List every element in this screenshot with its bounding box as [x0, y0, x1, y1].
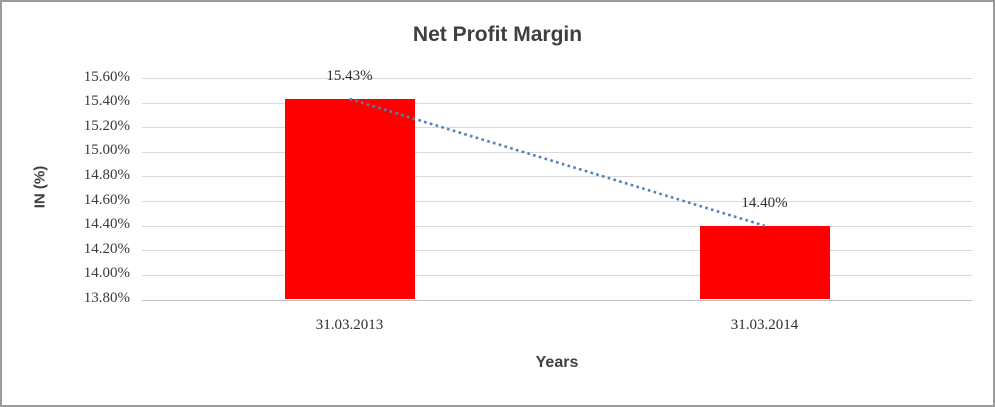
- bar-data-label: 15.43%: [326, 67, 373, 84]
- y-tick-label: 14.40%: [83, 216, 130, 233]
- gridline: [142, 127, 972, 129]
- y-tick-label: 14.00%: [83, 265, 130, 282]
- y-tick-label: 15.40%: [83, 93, 130, 110]
- bar: [699, 225, 830, 300]
- x-axis-line: [142, 299, 972, 301]
- bar-data-label: 14.40%: [741, 194, 788, 211]
- gridline: [142, 176, 972, 178]
- gridline: [142, 274, 972, 276]
- y-tick-label: 15.00%: [83, 142, 130, 159]
- y-tick-label: 13.80%: [83, 290, 130, 306]
- gridline: [142, 78, 972, 79]
- gridline: [142, 201, 972, 203]
- bar: [284, 98, 415, 300]
- x-axis-title: Years: [535, 354, 579, 371]
- y-tick-label: 15.20%: [83, 117, 130, 134]
- x-category-label: 31.03.2013: [315, 316, 384, 333]
- gridline: [142, 250, 972, 252]
- y-tick-label: 14.20%: [83, 240, 130, 257]
- gridline: [142, 102, 972, 104]
- chart-title: Net Profit Margin: [412, 23, 583, 46]
- y-tick-label: 14.60%: [83, 191, 130, 208]
- y-tick-label: 14.80%: [83, 166, 130, 183]
- y-tick-label: 15.60%: [83, 68, 130, 85]
- gridline: [142, 225, 972, 227]
- x-category-label: 31.03.2014: [730, 316, 799, 333]
- gridline: [142, 151, 972, 153]
